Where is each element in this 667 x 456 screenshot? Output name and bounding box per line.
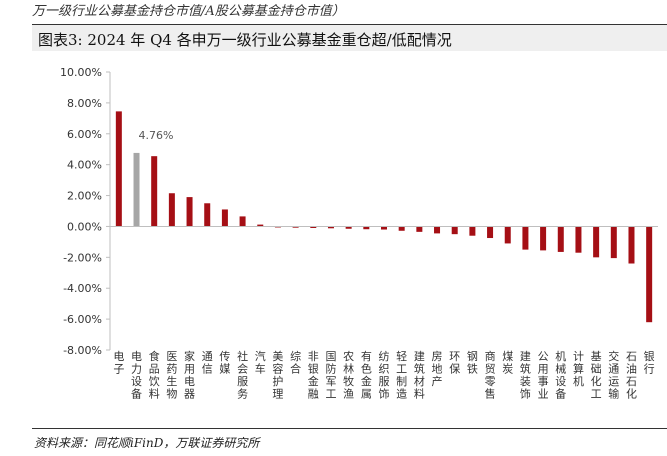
bar-电力设备 xyxy=(133,152,140,227)
chart-title-bar: 图表3: 2024 年 Q4 各申万一级行业公募基金重仓超/低配情况 xyxy=(32,24,667,51)
bar-汽车 xyxy=(257,224,264,227)
bar-石油石化 xyxy=(628,226,635,264)
x-axis-labels: 电子电力设备食品饮料医药生物家用电器通信传媒社会服务汽车美容护理综合非银金融国防… xyxy=(113,349,654,401)
y-tick-label: 2.00% xyxy=(67,190,102,203)
bar-电子 xyxy=(115,111,122,227)
x-tick-label: 电子 xyxy=(113,350,124,376)
bar-建筑材料 xyxy=(416,226,423,232)
bar-基础化工 xyxy=(593,226,600,258)
bar-房地产 xyxy=(434,226,441,234)
data-label-highlight: 4.76% xyxy=(139,129,174,142)
bar-农林牧渔 xyxy=(345,226,352,229)
x-tick-label: 农林牧渔 xyxy=(343,349,354,401)
bar-社会服务 xyxy=(239,216,246,227)
bar-银行 xyxy=(646,226,653,323)
bar-通信 xyxy=(204,203,211,227)
bar-传媒 xyxy=(221,209,228,227)
x-tick-label: 电力设备 xyxy=(131,350,142,401)
x-tick-label: 美容护理 xyxy=(272,350,283,401)
chart-title: 图表3: 2024 年 Q4 各申万一级行业公募基金重仓超/低配情况 xyxy=(38,31,452,49)
x-tick-label: 非银金融 xyxy=(308,350,319,401)
y-tick-label: 6.00% xyxy=(67,128,102,141)
x-tick-label: 计算机 xyxy=(573,350,584,388)
y-axis: 10.00% 8.00% 6.00% 4.00% 2.00% 0.00% -2.00% -4.… xyxy=(60,66,111,357)
x-tick-label: 机械设备 xyxy=(555,349,566,401)
bar-医药生物 xyxy=(168,193,175,227)
bar-钢铁 xyxy=(469,226,476,236)
x-tick-label: 钢铁 xyxy=(467,350,478,376)
y-tick-label: -2.00% xyxy=(63,251,102,264)
bar-家用电器 xyxy=(186,197,193,227)
x-tick-label: 社会服务 xyxy=(237,349,248,401)
bar-chart: 10.00% 8.00% 6.00% 4.00% 2.00% 0.00% -2.00% -4.… xyxy=(60,66,658,401)
x-tick-label: 煤炭 xyxy=(502,350,513,376)
x-tick-label: 房地产 xyxy=(432,350,443,388)
y-tick-label: -6.00% xyxy=(63,313,102,326)
y-tick-label: -4.00% xyxy=(63,282,102,295)
bar-计算机 xyxy=(575,226,582,253)
x-tick-label: 通信 xyxy=(202,350,213,376)
x-tick-label: 商贸零售 xyxy=(485,349,496,401)
bar-轻工制造 xyxy=(398,226,405,231)
x-tick-label: 石油石化 xyxy=(626,350,637,401)
annotations: 4.76% xyxy=(139,129,174,142)
top-note: 万一级行业公募基金持仓市值/A股公募基金持仓市值） xyxy=(32,4,345,19)
source-note: 资料来源：同花顺iFinD，万联证券研究所 xyxy=(34,436,260,450)
x-tick-label: 国防军工 xyxy=(325,350,336,401)
x-tick-label: 基础化工 xyxy=(591,350,602,401)
x-tick-label: 食品饮料 xyxy=(149,349,160,401)
bars xyxy=(110,111,658,323)
x-tick-label: 银行 xyxy=(644,349,655,376)
bar-煤炭 xyxy=(504,226,511,244)
bar-机械设备 xyxy=(557,226,564,252)
x-tick-label: 家用电器 xyxy=(184,349,195,401)
x-tick-label: 传媒 xyxy=(219,350,230,376)
x-tick-label: 环保 xyxy=(449,350,460,376)
x-tick-label: 轻工制造 xyxy=(396,349,407,401)
x-tick-label: 建筑装饰 xyxy=(520,349,531,401)
bar-环保 xyxy=(451,226,458,235)
bar-国防军工 xyxy=(327,226,334,229)
y-tick-label: 4.00% xyxy=(67,159,102,172)
bar-非银金融 xyxy=(310,226,317,228)
bar-食品饮料 xyxy=(151,156,158,227)
y-tick-label: 8.00% xyxy=(67,97,102,110)
x-tick-label: 汽车 xyxy=(255,349,266,376)
y-tick-label: -8.00% xyxy=(63,344,102,357)
y-tick-label: 0.00% xyxy=(67,220,102,233)
bar-综合 xyxy=(292,226,299,228)
x-tick-label: 建筑材料 xyxy=(414,349,425,401)
x-tick-label: 有色金属 xyxy=(361,349,372,401)
bar-有色金属 xyxy=(363,226,370,230)
bar-纺织服饰 xyxy=(381,226,387,230)
bar-商贸零售 xyxy=(487,226,494,239)
x-tick-label: 纺织服饰 xyxy=(379,349,390,401)
x-tick-label: 医药生物 xyxy=(166,350,177,401)
bar-建筑装饰 xyxy=(522,226,529,250)
x-tick-label: 公用事业 xyxy=(538,350,549,401)
bar-公用事业 xyxy=(540,226,547,251)
y-tick-label: 10.00% xyxy=(60,66,102,79)
bar-交通运输 xyxy=(610,226,617,259)
footer-rule xyxy=(32,428,667,429)
x-tick-label: 综合 xyxy=(290,349,301,376)
x-tick-label: 交通运输 xyxy=(608,349,619,401)
